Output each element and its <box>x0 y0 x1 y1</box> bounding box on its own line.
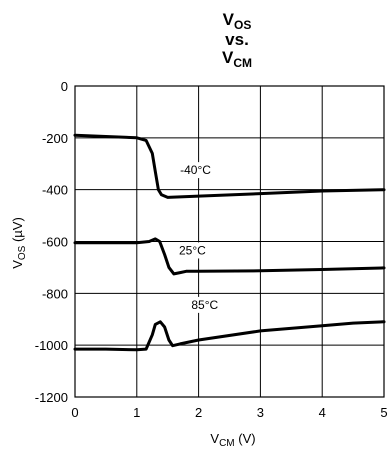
series-line <box>73 320 386 352</box>
y-tick-label: -1000 <box>35 338 68 353</box>
y-tick-label: -800 <box>42 286 68 301</box>
y-axis-label: VOS (µV) <box>10 217 28 269</box>
y-tick-label: -400 <box>42 183 68 198</box>
grid <box>74 85 385 398</box>
series-label: -40°C <box>180 163 211 177</box>
series-line <box>73 237 386 276</box>
series-annotation: 25°C <box>177 242 209 259</box>
tick-labels: 0 1 2 3 4 5 0 -200 -400 -600 -800 -1000 -1200 <box>35 79 388 420</box>
chart-title-line2: vs. <box>225 30 249 49</box>
series-lines <box>73 133 386 352</box>
x-tick-label: 0 <box>71 405 78 420</box>
annotation-background <box>178 162 214 179</box>
y-tick-label: -200 <box>42 131 68 146</box>
series-annotation: 85°C <box>189 296 221 313</box>
series-label: 25°C <box>179 243 206 257</box>
x-tick-label: 2 <box>195 405 202 420</box>
chart-title-line3: VCM <box>222 48 252 70</box>
series-line <box>73 133 386 199</box>
x-axis-label: VCM (V) <box>210 431 255 449</box>
series-annotations: -40°C 25°C 85°C <box>177 162 221 313</box>
x-tick-label: 5 <box>380 405 387 420</box>
y-tick-label: -600 <box>42 235 68 250</box>
y-tick-label: -1200 <box>35 390 68 405</box>
x-tick-label: 1 <box>133 405 140 420</box>
annotation-background <box>189 296 221 313</box>
x-tick-label: 3 <box>257 405 264 420</box>
annotation-background <box>177 242 209 259</box>
series-label: 85°C <box>191 298 218 312</box>
series-annotation: -40°C <box>178 162 214 179</box>
chart-title-line1: VOS <box>223 10 252 32</box>
x-tick-label: 4 <box>319 405 326 420</box>
y-tick-label: 0 <box>61 79 68 94</box>
